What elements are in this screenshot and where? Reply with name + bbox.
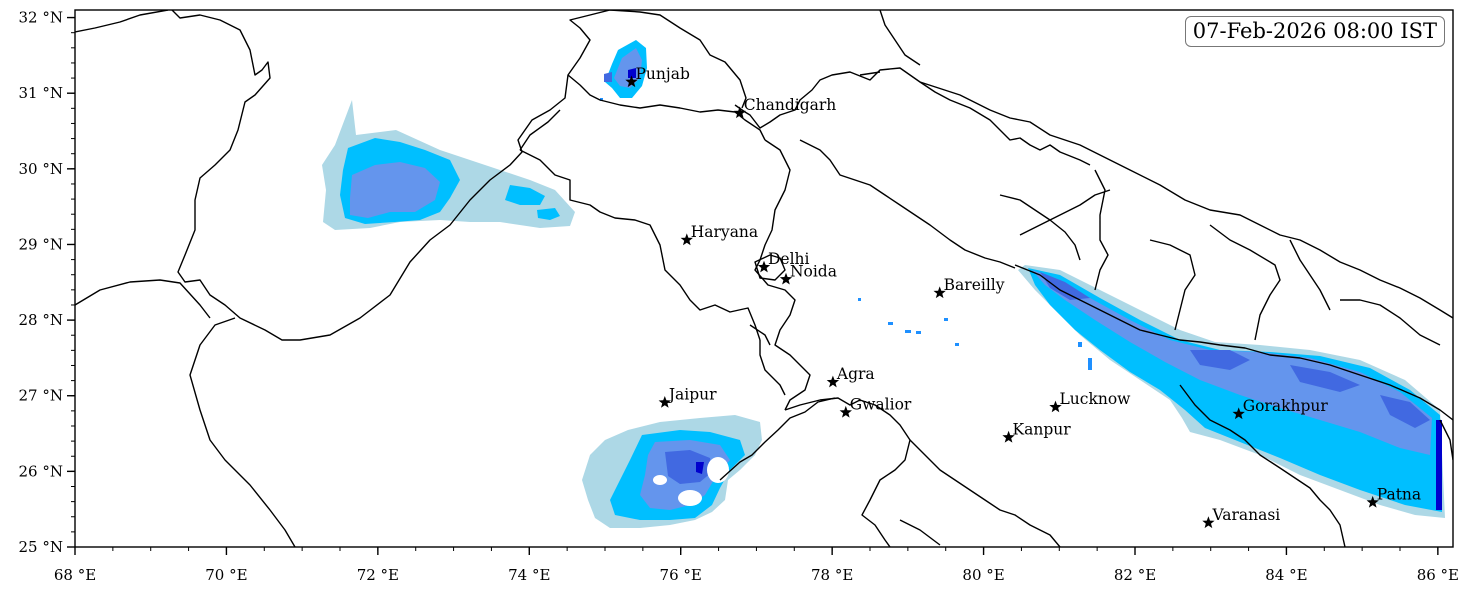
star-icon (733, 106, 746, 119)
y-tick-label: 30 °N (19, 160, 63, 178)
x-tick-label: 68 °E (54, 566, 96, 584)
star-icon (1232, 407, 1245, 420)
axes: 68 °E 70 °E 72 °E 74 °E 76 °E 78 °E 80 °E 82 °E… (19, 9, 1459, 584)
boundary-haryana-rajasthan (519, 149, 761, 341)
city-kanpur: Kanpur (1002, 420, 1072, 443)
boundary-chandigarh-hp (734, 67, 1091, 166)
y-tick-label: 25 °N (19, 538, 63, 556)
boundary-mp-up (899, 439, 1061, 547)
boundary-uttarakhand (799, 139, 1016, 269)
boundary-up-bihar (1179, 384, 1346, 547)
city-label: Gwalior (850, 395, 912, 413)
rain-speckles (600, 98, 1092, 370)
boundary-delhi (754, 254, 786, 281)
boundaries (75, 10, 1453, 547)
city-label: Haryana (691, 223, 758, 241)
star-icon (839, 405, 852, 418)
rain-cell-punjab (604, 40, 647, 98)
boundary-nepal-north (919, 81, 1453, 319)
star-icon (625, 75, 638, 88)
boundary-jk-hp (609, 10, 747, 109)
city-noida: Noida (779, 262, 837, 285)
y-tick-label: 29 °N (19, 235, 63, 253)
x-tick-label: 74 °E (508, 566, 550, 584)
city-label: Kanpur (1013, 420, 1072, 438)
city-patna: Patna (1366, 485, 1421, 508)
star-icon (826, 375, 840, 388)
star-icon (1202, 516, 1215, 529)
city-label: Bareilly (944, 276, 1005, 294)
rain-band-east (1018, 265, 1445, 518)
city-label: Noida (790, 262, 837, 280)
city-label: Delhi (768, 250, 810, 268)
city-gorakhpur: Gorakhpur (1232, 397, 1329, 420)
x-tick-label: 78 °E (811, 566, 853, 584)
city-agra: Agra (826, 365, 875, 388)
city-punjab: Punjab (625, 65, 690, 88)
star-icon (658, 396, 671, 408)
star-icon (1366, 495, 1379, 508)
city-jaipur: Jaipur (658, 386, 717, 408)
city-label: Jaipur (667, 386, 717, 404)
rain-cell-pakistan (322, 100, 575, 230)
x-tick-label: 84 °E (1265, 566, 1307, 584)
boundary-pakistan-afghanistan (75, 10, 611, 341)
rainfall-contours (322, 40, 1445, 528)
star-icon (757, 260, 771, 273)
y-tick-label: 28 °N (19, 311, 63, 329)
city-bareilly: Bareilly (933, 276, 1005, 299)
x-tick-label: 82 °E (1114, 566, 1156, 584)
timestamp-label: 07-Feb-2026 08:00 IST (1184, 16, 1445, 47)
boundary-afghan-inner (189, 317, 296, 547)
star-icon (1002, 430, 1015, 443)
map-frame (74, 9, 1454, 548)
star-icon (933, 286, 946, 299)
city-delhi: Delhi (757, 250, 810, 273)
city-label: Agra (836, 365, 875, 383)
boundary-bihar-east (1439, 419, 1453, 461)
city-varanasi: Varanasi (1202, 506, 1280, 529)
y-tick-label: 31 °N (19, 84, 63, 102)
city-label: Chandigarh (744, 96, 837, 114)
boundary-pakistan-south (75, 279, 211, 319)
boundary-nepal-south (1014, 264, 1453, 421)
city-label: Patna (1377, 485, 1421, 503)
city-label: Gorakhpur (1243, 397, 1329, 415)
boundary-haryana-up (754, 139, 811, 411)
star-icon (1049, 400, 1062, 413)
star-icon (680, 233, 693, 246)
x-tick-label: 72 °E (357, 566, 399, 584)
boundary-punjab-haryana (567, 74, 766, 141)
x-tick-label: 70 °E (205, 566, 247, 584)
city-label: Lucknow (1060, 390, 1132, 408)
city-lucknow: Lucknow (1049, 390, 1132, 413)
city-gwalior: Gwalior (839, 395, 912, 418)
y-tick-label: 27 °N (19, 387, 63, 405)
city-chandigarh: Chandigarh (733, 96, 837, 119)
city-haryana: Haryana (680, 223, 758, 246)
city-label: Varanasi (1211, 506, 1280, 524)
boundary-misc (519, 109, 786, 396)
y-tick-label: 32 °N (19, 9, 63, 27)
city-label: Punjab (636, 65, 690, 83)
x-tick-label: 86 °E (1417, 566, 1459, 584)
x-tick-label: 76 °E (660, 566, 702, 584)
boundary-nepal-provinces (999, 169, 1441, 346)
rain-cell-rajasthan (582, 415, 762, 528)
star-icon (779, 272, 793, 285)
boundary-mp-rajasthan-south (719, 397, 836, 481)
boundary-uk-upper (859, 10, 921, 76)
x-tick-label: 80 °E (962, 566, 1004, 584)
y-tick-label: 26 °N (19, 462, 63, 480)
